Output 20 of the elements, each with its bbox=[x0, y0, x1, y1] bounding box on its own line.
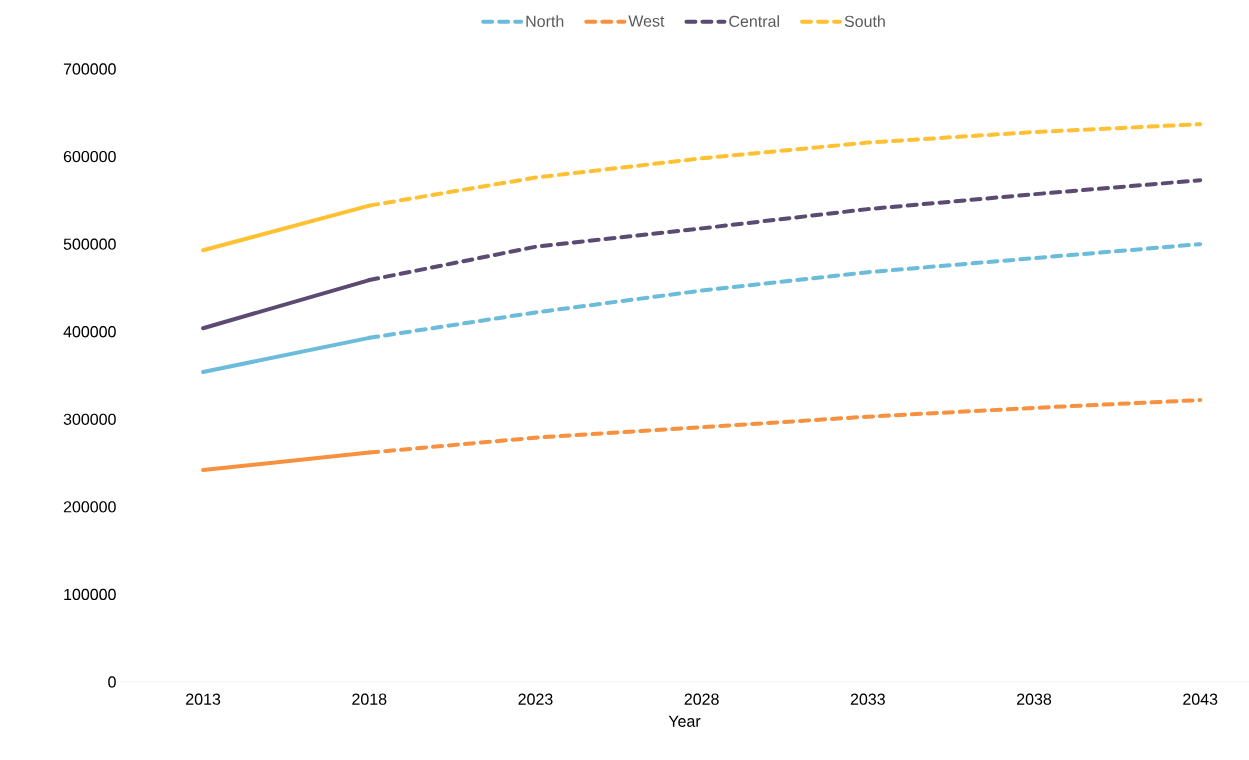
y-tick-label: 300000 bbox=[63, 413, 116, 425]
y-tick-label: 400000 bbox=[63, 326, 116, 338]
x-tick-label: 2033 bbox=[850, 693, 885, 705]
y-tick-label: 600000 bbox=[63, 150, 116, 163]
y-tick-label: 0 bbox=[108, 676, 116, 688]
legend-label: West bbox=[628, 15, 665, 27]
x-tick-label: 2038 bbox=[1017, 693, 1052, 705]
x-axis-title: Year bbox=[668, 715, 701, 727]
x-tick-label: 2013 bbox=[186, 693, 221, 705]
x-tick-label: 2028 bbox=[684, 693, 719, 705]
legend-label: South bbox=[844, 15, 885, 28]
legend-label: North bbox=[526, 15, 564, 28]
y-tick-label: 100000 bbox=[64, 588, 116, 601]
x-tick-label: 2018 bbox=[352, 693, 387, 705]
legend-label: Central bbox=[729, 15, 779, 28]
x-tick-label: 2043 bbox=[1183, 693, 1218, 705]
y-tick-label: 700000 bbox=[63, 63, 116, 75]
y-tick-label: 200000 bbox=[63, 501, 116, 513]
x-tick-label: 2023 bbox=[518, 693, 553, 705]
y-tick-label: 500000 bbox=[63, 238, 116, 250]
